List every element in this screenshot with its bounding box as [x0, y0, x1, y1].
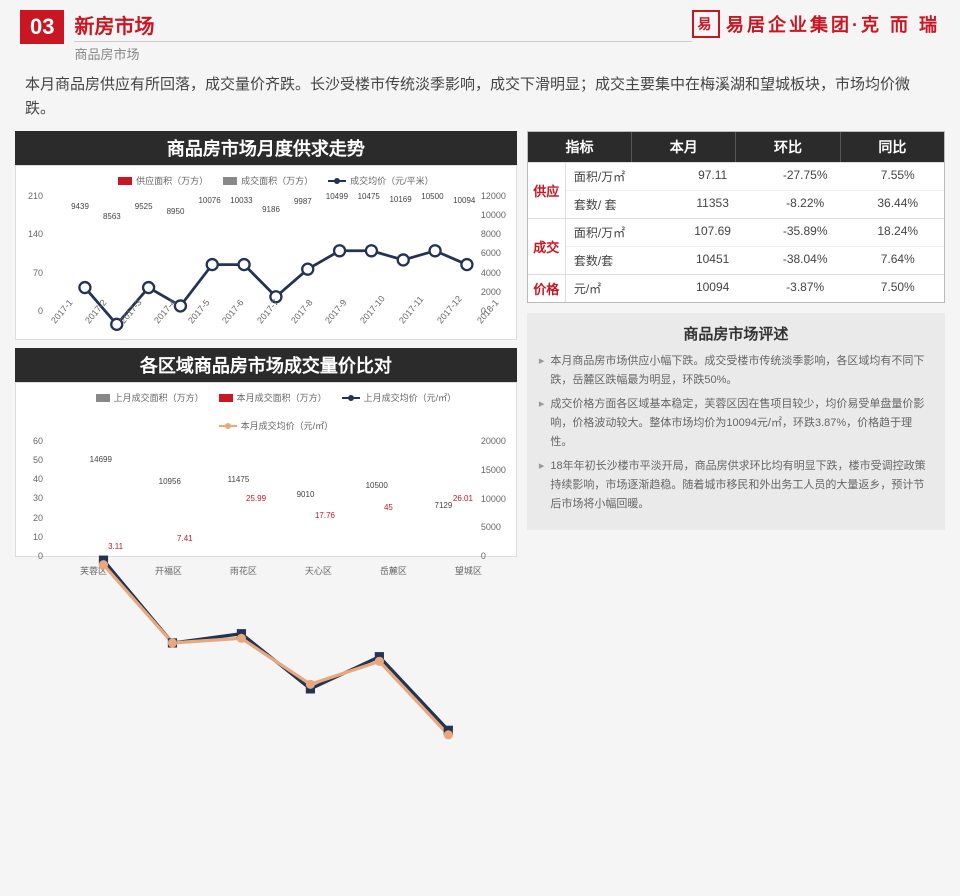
title-main: 新房市场: [74, 10, 692, 39]
chart1-title: 商品房市场月度供求走势: [15, 131, 517, 165]
title-sub: 商品房市场: [74, 41, 692, 63]
table-row: 面积/万㎡107.69-35.89%18.24%: [566, 219, 944, 247]
table-group: 价格元/㎡10094-3.87%7.50%: [528, 274, 944, 302]
commentary-title: 商品房市场评述: [539, 323, 933, 344]
table-row: 元/㎡10094-3.87%7.50%: [566, 275, 944, 302]
group-label: 成交: [528, 219, 566, 274]
table-row: 套数/ 套11353-8.22%36.44%: [566, 191, 944, 218]
table-header: 环比: [736, 132, 840, 162]
commentary: 商品房市场评述 本月商品房市场供应小幅下跌。成交受楼市传统淡季影响，各区域均有不…: [527, 313, 945, 530]
chart1-legend: 供应面积（万方）成交面积（万方）成交均价（元/平米）: [46, 174, 506, 187]
group-label: 供应: [528, 163, 566, 218]
chart2-title: 各区域商品房市场成交量价比对: [15, 348, 517, 382]
commentary-item: 18年年初长沙楼市平淡开局，商品房供求环比均有明显下跌，楼市受调控政策持续影响，…: [539, 457, 933, 513]
table-header: 本月: [632, 132, 736, 162]
chart2-legend: 上月成交面积（万方）本月成交面积（万方）上月成交均价（元/㎡）本月成交均价（元/…: [46, 391, 506, 432]
table-row: 套数/套10451-38.04%7.64%: [566, 247, 944, 274]
metrics-table: 指标本月环比同比供应面积/万㎡97.11-27.75%7.55%套数/ 套113…: [527, 131, 945, 303]
section-number: 03: [20, 10, 64, 44]
table-group: 成交面积/万㎡107.69-35.89%18.24%套数/套10451-38.0…: [528, 218, 944, 274]
brand-logo-icon: 易: [692, 10, 720, 38]
table-header: 同比: [841, 132, 944, 162]
summary-text: 本月商品房供应有所回落，成交量价齐跌。长沙受楼市传统淡季影响，成交下滑明显；成交…: [0, 68, 960, 131]
commentary-item: 本月商品房市场供应小幅下跌。成交受楼市传统淡季影响，各区域均有不同下跌，岳麓区跌…: [539, 352, 933, 389]
brand-text: 易居企业集团·克 而 瑞: [726, 11, 940, 37]
table-group: 供应面积/万㎡97.11-27.75%7.55%套数/ 套11353-8.22%…: [528, 162, 944, 218]
section-titles: 新房市场 商品房市场: [74, 10, 692, 63]
table-row: 面积/万㎡97.11-27.75%7.55%: [566, 163, 944, 191]
commentary-item: 成交价格方面各区域基本稳定，芙蓉区因在售项目较少，均价易受单盘量价影响，价格波动…: [539, 395, 933, 451]
chart2: 上月成交面积（万方）本月成交面积（万方）上月成交均价（元/㎡）本月成交均价（元/…: [15, 382, 517, 557]
brand: 易 易居企业集团·克 而 瑞: [692, 10, 940, 38]
group-label: 价格: [528, 275, 566, 302]
chart1: 供应面积（万方）成交面积（万方）成交均价（元/平米）21014070012000…: [15, 165, 517, 340]
page-header: 03 新房市场 商品房市场 易 易居企业集团·克 而 瑞: [0, 0, 960, 68]
table-header: 指标: [528, 132, 632, 162]
